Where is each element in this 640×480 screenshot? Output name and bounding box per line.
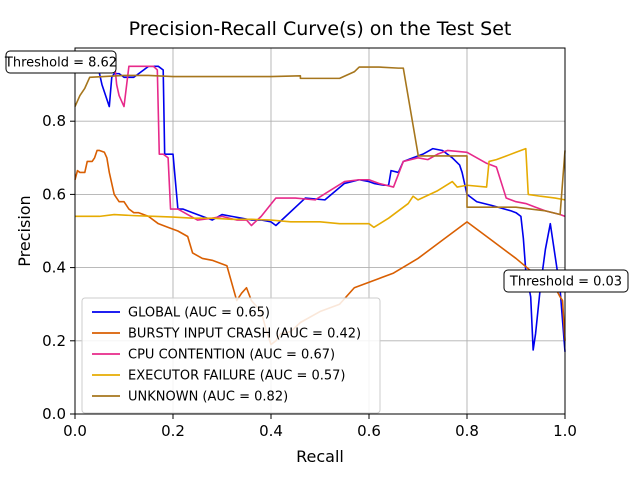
x-tick-label: 1.0	[553, 422, 577, 440]
x-axis-ticks: 0.0 0.2 0.4 0.6 0.8 1.0	[63, 414, 577, 440]
series-line-0	[93, 51, 566, 352]
series-line-2	[113, 58, 566, 227]
x-tick-label: 0.2	[161, 422, 185, 440]
y-tick-label: 0.4	[42, 259, 66, 277]
series-lines	[74, 51, 566, 352]
y-tick-label: 0.0	[42, 405, 66, 423]
x-tick-label: 0.0	[63, 422, 87, 440]
series-line-3	[75, 147, 566, 229]
y-tick-label: 0.2	[42, 332, 66, 350]
annotation-text-1: Threshold = 0.03	[509, 275, 622, 290]
legend: GLOBAL (AUC = 0.65) BURSTY INPUT CRASH (A…	[81, 297, 381, 414]
x-tick-label: 0.8	[455, 422, 479, 440]
plot-frame	[74, 47, 566, 415]
series-line-1	[74, 149, 566, 346]
legend-box	[81, 297, 381, 414]
x-tick-label: 0.4	[259, 422, 283, 440]
x-axis-label: Recall	[296, 447, 344, 466]
chart-title: Precision-Recall Curve(s) on the Test Se…	[129, 18, 512, 40]
legend-label-1: BURSTY INPUT CRASH (AUC = 0.42)	[128, 327, 361, 342]
y-axis-label: Precision	[15, 195, 34, 266]
y-axis-ticks: 0.0 0.2 0.4 0.6 0.8	[42, 112, 75, 423]
legend-label-0: GLOBAL (AUC = 0.65)	[128, 306, 270, 321]
x-tick-label: 0.6	[357, 422, 381, 440]
annotation-box-0	[5, 50, 117, 74]
legend-label-2: CPU CONTENTION (AUC = 0.67)	[128, 348, 335, 363]
y-tick-label: 0.6	[42, 185, 66, 203]
annotations: Threshold = 8.62 Threshold = 0.03	[4, 50, 629, 293]
y-tick-label: 0.8	[42, 112, 66, 130]
legend-label-4: UNKNOWN (AUC = 0.82)	[128, 390, 288, 405]
annotation-box-1	[503, 269, 629, 293]
series-line-4	[74, 66, 566, 216]
annotation-text-0: Threshold = 8.62	[4, 56, 117, 71]
legend-label-3: EXECUTOR FAILURE (AUC = 0.57)	[128, 369, 346, 384]
